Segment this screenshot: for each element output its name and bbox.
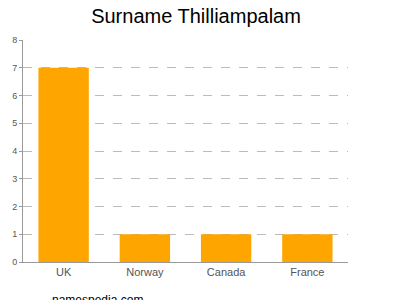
svg-text:namespedia.com: namespedia.com — [52, 293, 143, 300]
svg-text:Norway: Norway — [126, 266, 164, 278]
svg-text:1: 1 — [12, 229, 17, 239]
svg-text:7: 7 — [12, 63, 17, 73]
svg-text:UK: UK — [56, 266, 72, 278]
svg-text:6: 6 — [12, 91, 17, 101]
svg-text:Surname Thilliampalam: Surname Thilliampalam — [91, 5, 301, 27]
svg-text:2: 2 — [12, 202, 17, 212]
svg-text:Canada: Canada — [207, 266, 246, 278]
svg-text:3: 3 — [12, 174, 17, 184]
svg-text:8: 8 — [12, 35, 17, 45]
svg-text:4: 4 — [12, 146, 17, 156]
svg-text:France: France — [290, 266, 324, 278]
svg-text:0: 0 — [12, 257, 17, 267]
svg-text:5: 5 — [12, 118, 17, 128]
